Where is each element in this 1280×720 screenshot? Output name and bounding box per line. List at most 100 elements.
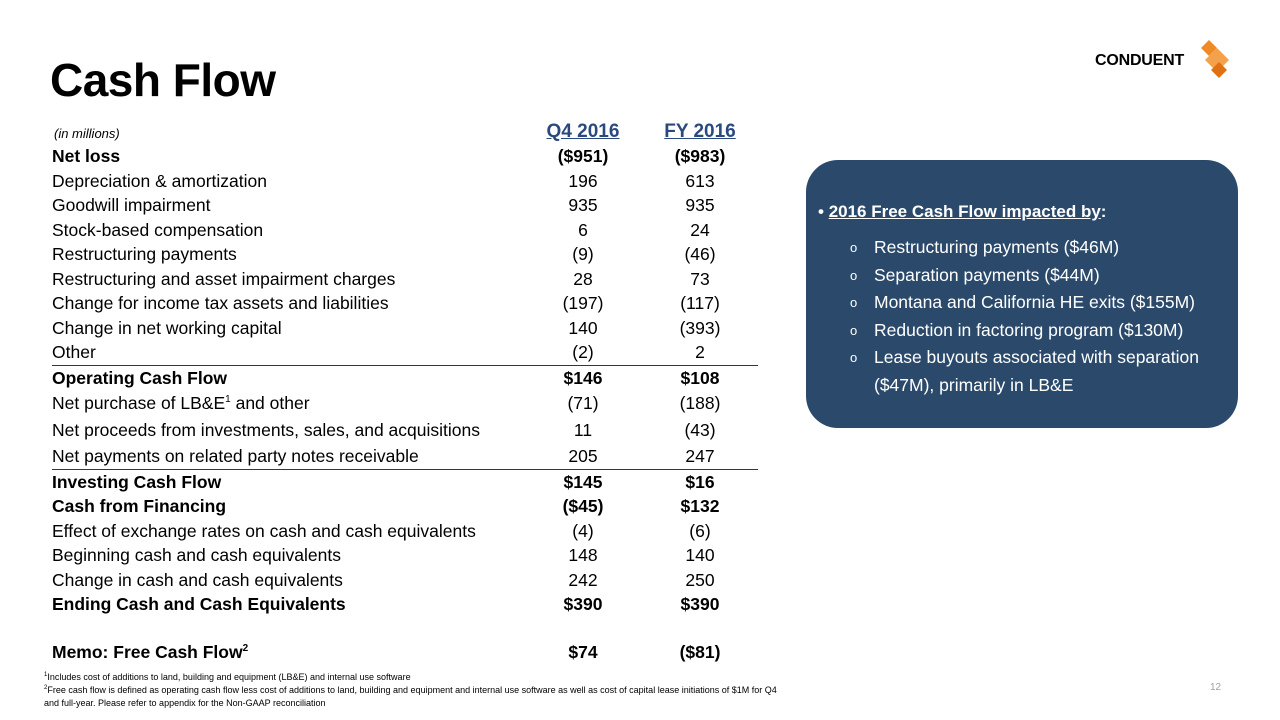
row-label: Net purchase of LB&E1 and other [52, 393, 310, 413]
circle-bullet-icon: o [850, 350, 858, 365]
row-value-q4: 28 [573, 268, 593, 289]
table-row-memo-free-cash-flow: Memo: Free Cash Flow2 $74 ($81) [52, 640, 758, 665]
row-value-fy: 2 [695, 342, 705, 362]
table-row: Other (2) 2 [52, 340, 758, 366]
row-label: Ending Cash and Cash Equivalents [52, 594, 346, 614]
row-value-fy: 73 [690, 268, 710, 289]
table-row: Net purchase of LB&E1 and other (71) (18… [52, 390, 758, 417]
table-row: Change in cash and cash equivalents 242 … [52, 568, 758, 593]
footnote-marker: 2 [242, 642, 249, 654]
row-value-fy: (117) [680, 293, 720, 313]
table-row: Stock-based compensation 6 24 [52, 218, 758, 243]
circle-bullet-icon: o [850, 295, 858, 310]
row-label: Net proceeds from investments, sales, an… [52, 420, 480, 440]
table-row: Beginning cash and cash equivalents 148 … [52, 543, 758, 568]
row-value-q4: (2) [572, 342, 594, 362]
row-value-q4: (4) [572, 520, 594, 541]
row-value-q4: (71) [567, 393, 599, 413]
bullet-icon: • [818, 202, 824, 221]
cash-flow-table: Net loss ($951) ($983) Depreciation & am… [52, 144, 758, 664]
row-value-fy: $108 [680, 367, 720, 388]
row-value-fy: 935 [685, 195, 715, 215]
row-value-fy: (46) [684, 244, 716, 264]
logo-text: CONDUENT [1095, 52, 1185, 69]
row-label: Operating Cash Flow [52, 367, 228, 388]
free-cash-flow-callout: • 2016 Free Cash Flow impacted by: o Rest… [806, 160, 1238, 428]
row-value-q4: 205 [568, 446, 598, 466]
row-label: Effect of exchange rates on cash and cas… [52, 520, 476, 541]
row-value-fy: (393) [679, 317, 721, 338]
footnote-2-continued: and full-year. Please refer to appendix … [44, 698, 326, 708]
row-value-q4: $146 [563, 367, 603, 388]
table-row-investing-cash-flow: Investing Cash Flow $145 $16 [52, 470, 758, 495]
table-row: Effect of exchange rates on cash and cas… [52, 519, 758, 544]
row-label: Net payments on related party notes rece… [52, 446, 419, 466]
units-note: (in millions) [54, 126, 120, 141]
row-label: Memo: Free Cash Flow2 [52, 641, 249, 662]
row-value-fy: 613 [685, 170, 715, 191]
row-value-fy: (43) [684, 420, 716, 440]
page-number: 12 [1210, 682, 1222, 693]
row-value-fy: (188) [679, 393, 721, 413]
row-value-fy: $16 [685, 471, 715, 492]
table-row: Change for income tax assets and liabili… [52, 291, 758, 316]
row-value-q4: 6 [578, 219, 588, 240]
column-header-fy-2016: FY 2016 [664, 121, 736, 142]
list-item: o Separation payments ($44M) [850, 262, 1230, 290]
callout-heading: • 2016 Free Cash Flow impacted by: [818, 202, 1107, 221]
row-value-q4: ($45) [562, 496, 604, 516]
circle-bullet-icon: o [850, 322, 858, 338]
row-label: Stock-based compensation [52, 219, 264, 240]
row-label: Cash from Financing [52, 496, 227, 516]
row-value-q4: 242 [568, 569, 598, 590]
row-value-q4: (197) [562, 293, 604, 313]
row-value-fy: ($983) [674, 146, 726, 166]
row-label: Restructuring and asset impairment charg… [52, 268, 396, 289]
row-value-q4: $74 [568, 641, 598, 662]
conduent-logo: CONDUENT [1095, 40, 1235, 80]
row-value-fy: 24 [690, 219, 710, 240]
table-row: Change in net working capital 140 (393) [52, 316, 758, 341]
row-label: Net loss [52, 146, 121, 166]
row-label: Depreciation & amortization [52, 170, 267, 191]
table-row: Restructuring and asset impairment charg… [52, 267, 758, 292]
table-row: Restructuring payments (9) (46) [52, 242, 758, 267]
row-value-fy: $390 [680, 594, 720, 614]
table-row: Depreciation & amortization 196 613 [52, 169, 758, 194]
row-label: Other [52, 342, 96, 362]
row-label: Change in net working capital [52, 317, 282, 338]
table-row-operating-cash-flow: Operating Cash Flow $146 $108 [52, 366, 758, 391]
row-value-q4: 935 [568, 195, 598, 215]
table-row: Goodwill impairment 935 935 [52, 193, 758, 218]
footnotes: 1Includes cost of additions to land, bui… [44, 671, 777, 710]
conduent-logo-mark-icon [1201, 40, 1229, 78]
list-item: o Montana and California HE exits ($155M) [850, 289, 1230, 317]
list-item: o Restructuring payments ($46M) [850, 234, 1230, 262]
row-value-q4: $145 [563, 471, 603, 492]
callout-list: o Restructuring payments ($46M) o Separati… [850, 234, 1230, 399]
row-value-q4: (9) [572, 244, 594, 264]
page-title: Cash Flow [50, 54, 276, 106]
footnote-2: 2Free cash flow is defined as operating … [44, 685, 777, 695]
row-value-fy: 250 [685, 569, 715, 590]
footnote-1: 1Includes cost of additions to land, bui… [44, 672, 411, 682]
row-label: Goodwill impairment [52, 195, 211, 215]
row-value-q4: $390 [563, 594, 603, 614]
column-header-q4-2016: Q4 2016 [546, 121, 620, 142]
table-row-net-loss: Net loss ($951) ($983) [52, 144, 758, 169]
row-value-q4: 148 [568, 545, 598, 565]
list-item: o Lease buyouts associated with separatio… [850, 344, 1230, 399]
row-value-fy: 247 [685, 446, 715, 466]
row-value-fy: $132 [680, 496, 720, 516]
table-row: Net proceeds from investments, sales, an… [52, 417, 758, 444]
row-label: Change in cash and cash equivalents [52, 569, 343, 590]
table-row: Net payments on related party notes rece… [52, 444, 758, 470]
row-value-q4: 140 [568, 317, 598, 338]
table-row-ending-cash: Ending Cash and Cash Equivalents $390 $3… [52, 592, 758, 617]
row-value-fy: ($81) [679, 641, 721, 662]
table-row-cash-from-financing: Cash from Financing ($45) $132 [52, 494, 758, 519]
row-value-fy: (6) [689, 520, 711, 541]
row-label: Restructuring payments [52, 244, 237, 264]
row-label: Change for income tax assets and liabili… [52, 293, 389, 313]
row-label: Investing Cash Flow [52, 471, 222, 492]
